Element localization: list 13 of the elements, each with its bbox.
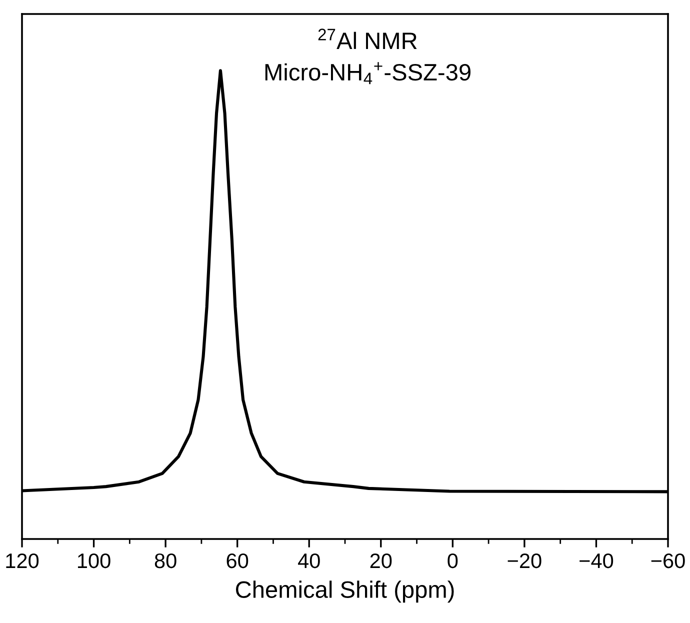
x-tick-label: −20 <box>508 553 542 568</box>
x-tick-label: 60 <box>226 553 248 568</box>
annotation: Micro-NH$_{4}$$^{+}$-SSZ-39 <box>265 62 470 84</box>
x-tick-label: 20 <box>370 553 392 568</box>
x-tick-label: 0 <box>448 553 458 568</box>
x-tick-label: 100 <box>78 553 110 568</box>
x-tick-label: −60 <box>651 553 685 568</box>
x-axis-title: Chemical Shift (ppm) <box>236 580 454 603</box>
x-tick-label: 80 <box>154 553 176 568</box>
text: $^{27}$Al NMR <box>318 28 417 49</box>
x-tick-label: 120 <box>6 553 39 568</box>
x-tick-label: 40 <box>298 553 320 568</box>
x-tick-label: −40 <box>580 553 614 568</box>
